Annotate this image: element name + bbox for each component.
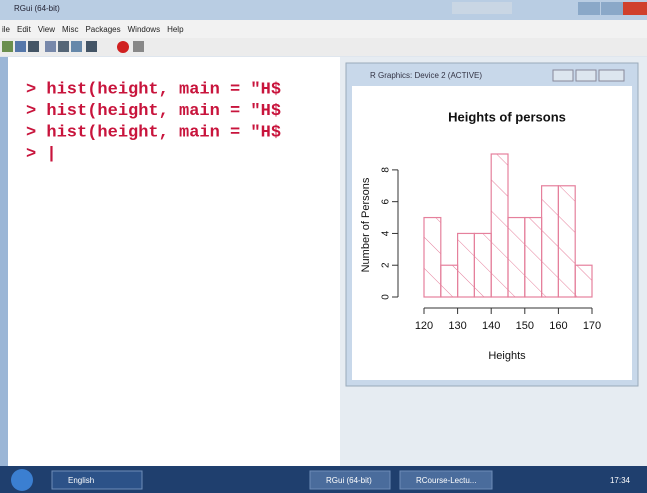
window-title: RGui (64-bit) [14, 4, 60, 13]
toolbar-icons [2, 41, 144, 53]
tool-icon[interactable] [86, 41, 97, 52]
console[interactable] [0, 57, 343, 466]
close-button[interactable] [623, 2, 647, 15]
console-lines: > hist(height, main = "H$ > hist(height, … [26, 80, 281, 164]
gw-close[interactable] [598, 69, 625, 82]
toolbar [0, 38, 647, 56]
y-tick-label: 0 [381, 294, 392, 300]
title-blur [452, 2, 512, 14]
start-button[interactable] [11, 469, 33, 491]
graphics-title: R Graphics: Device 2 (ACTIVE) [370, 71, 482, 80]
taskbar-label[interactable]: RCourse-Lectu... [416, 476, 476, 485]
title-bar [0, 0, 647, 20]
bar [524, 216, 543, 298]
stop-icon[interactable] [117, 41, 129, 53]
bar [457, 232, 476, 298]
menu-item[interactable]: Help [167, 25, 184, 34]
x-tick-label: 130 [448, 320, 466, 332]
gw-minimize[interactable] [552, 69, 574, 82]
console-line: > hist(height, main = "H$ [26, 80, 281, 99]
menu-item[interactable]: Windows [128, 25, 160, 34]
x-tick-label: 150 [516, 320, 534, 332]
tool-icon[interactable] [28, 41, 39, 52]
console-line: > hist(height, main = "H$ [26, 123, 281, 142]
y-axis-label: Number of Persons [360, 177, 372, 272]
bar [440, 264, 459, 298]
x-tick-label: 140 [482, 320, 500, 332]
bar [540, 185, 559, 298]
menu-item[interactable]: Packages [85, 25, 120, 34]
console-border [0, 57, 8, 466]
x-tick-label: 160 [549, 320, 567, 332]
clock: 17:34 [610, 476, 631, 485]
taskbar-label[interactable]: English [68, 476, 94, 485]
menu-bar [0, 20, 647, 38]
bar [423, 216, 442, 298]
tool-icon[interactable] [2, 41, 13, 52]
x-tick-label: 120 [415, 320, 433, 332]
bar [473, 232, 492, 298]
y-tick-label: 4 [381, 230, 392, 236]
y-tick-label: 2 [381, 262, 392, 268]
chart-title: Heights of persons [448, 109, 566, 124]
bar [490, 153, 509, 298]
y-tick-label: 6 [381, 198, 392, 204]
y-tick-label: 8 [381, 167, 392, 173]
tool-icon[interactable] [71, 41, 82, 52]
taskbar-label[interactable]: RGui (64-bit) [326, 476, 372, 485]
console-line: > hist(height, main = "H$ [26, 102, 281, 121]
tool-icon[interactable] [15, 41, 26, 52]
tool-icon[interactable] [45, 41, 56, 52]
taskbar-items: English RGui (64-bit) RCourse-Lectu... 17:3… [51, 470, 631, 490]
menu-item[interactable]: ile [2, 25, 11, 34]
menu-item[interactable]: Misc [62, 25, 78, 34]
console-line: > | [26, 145, 57, 164]
menu-item[interactable]: View [38, 25, 55, 34]
menu: ile Edit View Misc Packages Windows Help [2, 25, 184, 34]
x-tick-label: 170 [583, 320, 601, 332]
taskbar-button[interactable] [51, 470, 143, 490]
x-axis-label: Heights [488, 350, 526, 362]
tool-icon[interactable] [58, 41, 69, 52]
taskbar-button[interactable] [399, 470, 493, 490]
bar [507, 216, 526, 298]
taskbar-button[interactable] [309, 470, 391, 490]
bar [574, 264, 593, 298]
chart: Heights of persons Heights Number of Perso… [360, 109, 601, 361]
menu-item[interactable]: Edit [17, 25, 32, 34]
print-icon[interactable] [133, 41, 144, 52]
bar [557, 185, 576, 298]
gw-maximize[interactable] [575, 69, 597, 82]
minimize-button[interactable] [578, 2, 600, 15]
maximize-button[interactable] [601, 2, 623, 15]
